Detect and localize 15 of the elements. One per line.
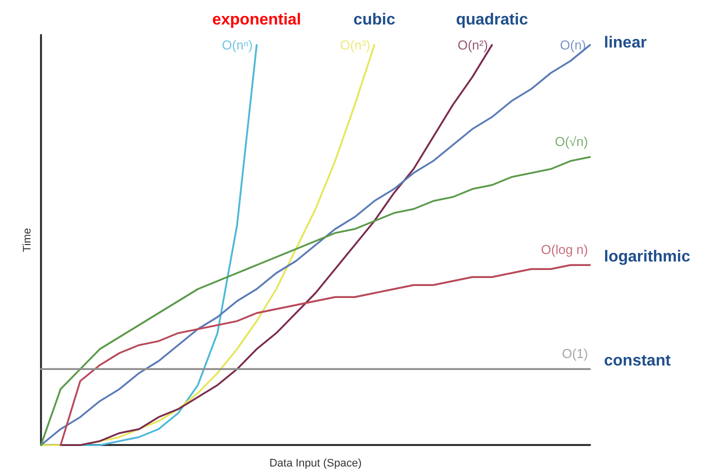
- text: linear: [604, 34, 647, 52]
- text: logarithmic: [604, 248, 690, 266]
- series-label: O(nⁿ): [222, 38, 253, 52]
- series-label: O(n³): [340, 38, 370, 52]
- text: constant: [604, 352, 672, 370]
- text: exponential: [212, 12, 302, 28]
- x-axis-title: Data Input (Space): [269, 458, 362, 470]
- series-label: O(√n): [554, 134, 588, 150]
- series-label: O(log n): [541, 242, 588, 258]
- y-axis-title: Time: [22, 228, 34, 252]
- text: quadratic: [456, 12, 528, 28]
- series-label: O(1): [562, 346, 588, 362]
- text: cubic: [353, 12, 396, 28]
- series-label: O(n²): [458, 38, 488, 52]
- series-label: O(n): [560, 38, 586, 52]
